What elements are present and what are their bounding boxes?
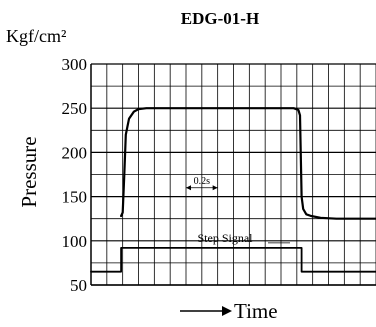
y-tick-label: 200 [62,143,88,162]
x-axis-label-group: Time [180,299,278,323]
y-axis-label: Pressure [17,136,41,207]
y-tick-labels: 50 100 150 200 250 300 [62,55,88,295]
y-tick-label: 100 [62,232,88,251]
interval-arrow-icon [212,185,218,191]
y-tick-label: 50 [70,276,87,295]
interval-arrow-icon [186,185,191,191]
grid-layer [90,63,376,286]
y-tick-label: 250 [62,99,88,118]
series-layer [90,107,376,273]
y-tick-label: 150 [62,188,88,207]
time-arrow-head-icon [222,306,232,316]
step-signal-label: Step Signal [197,231,253,245]
y-tick-label: 300 [62,55,88,74]
step-signal-series-line [90,246,376,273]
annotation-layer: 0.2s Step Signal [186,176,290,245]
interval-label: 0.2s [194,176,211,187]
chart-title: EDG-01-H [181,9,259,28]
x-axis-label: Time [234,299,278,322]
unit-label: Kgf/cm² [6,26,66,46]
pressure-series-line [119,107,376,220]
